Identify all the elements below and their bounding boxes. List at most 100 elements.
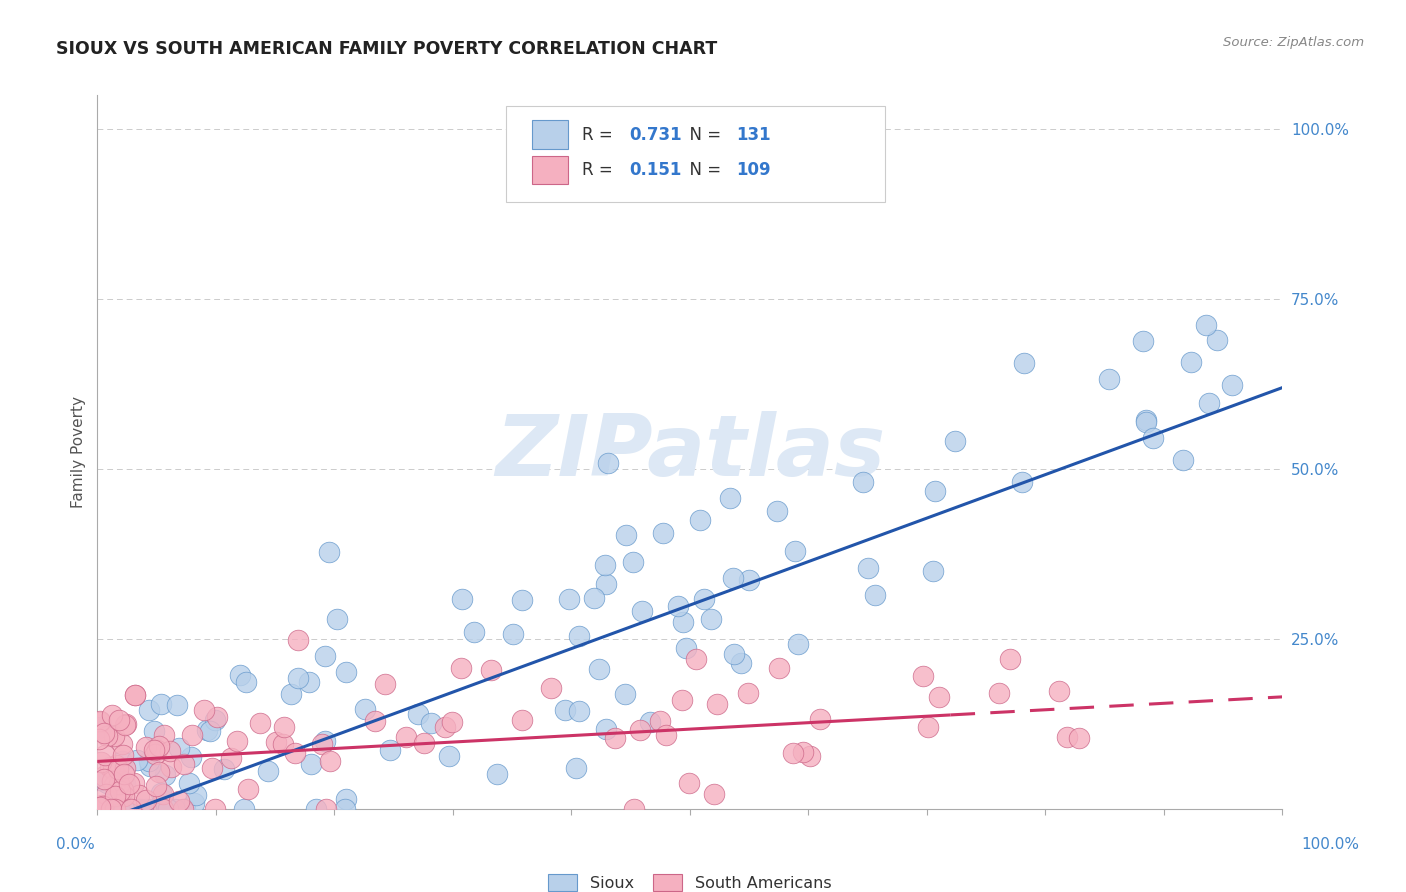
Point (1195, 318, 1218, 333)
Point (115, 716, 138, 731)
Point (412, 736, 434, 750)
FancyBboxPatch shape (506, 106, 886, 202)
Point (201, 761, 224, 775)
Point (568, 704, 591, 718)
FancyBboxPatch shape (533, 156, 568, 185)
Point (440, 714, 463, 729)
Point (326, 612, 349, 626)
Point (314, 734, 336, 748)
Point (924, 483, 946, 498)
Point (1069, 731, 1091, 745)
Point (94, 747, 117, 762)
Point (305, 802, 328, 816)
Point (112, 802, 135, 816)
Point (1180, 355, 1202, 369)
Point (554, 703, 576, 717)
Point (595, 576, 617, 591)
Point (463, 624, 485, 639)
Point (273, 720, 295, 734)
Point (101, 774, 124, 789)
Point (558, 592, 581, 607)
Point (214, 762, 236, 776)
Text: R =: R = (582, 126, 619, 144)
Point (287, 671, 309, 685)
Point (706, 697, 728, 711)
Point (1132, 334, 1154, 348)
Point (89, 799, 111, 814)
Point (127, 802, 149, 816)
Point (89, 802, 111, 816)
Point (666, 599, 689, 614)
Point (595, 722, 617, 736)
Point (318, 754, 340, 768)
Point (678, 776, 700, 790)
Point (112, 789, 135, 804)
Point (89, 802, 111, 816)
Point (335, 665, 357, 679)
Point (266, 735, 288, 749)
Point (153, 768, 176, 782)
Point (198, 724, 221, 739)
Point (249, 715, 271, 730)
Point (943, 434, 966, 448)
Point (565, 761, 588, 775)
Point (233, 802, 256, 816)
Point (145, 780, 167, 794)
Point (156, 802, 179, 816)
Point (406, 707, 429, 722)
Point (100, 760, 122, 774)
Point (135, 802, 157, 816)
Point (204, 713, 226, 727)
Point (648, 714, 671, 729)
Point (97, 802, 120, 816)
Point (143, 747, 166, 761)
Point (808, 712, 831, 726)
Point (111, 755, 134, 769)
Point (87, 732, 110, 747)
Point (863, 588, 886, 602)
FancyBboxPatch shape (533, 120, 568, 149)
Point (112, 782, 135, 797)
Point (110, 737, 132, 751)
Point (689, 513, 711, 527)
Point (911, 669, 934, 683)
Point (104, 802, 127, 816)
Point (177, 776, 200, 790)
Point (120, 802, 142, 816)
Text: N =: N = (679, 161, 727, 179)
Point (90, 720, 112, 734)
Point (148, 739, 170, 754)
Point (111, 802, 134, 816)
Point (112, 773, 135, 788)
Point (1056, 730, 1078, 744)
Point (318, 545, 340, 559)
Point (91, 802, 114, 816)
Point (333, 802, 356, 816)
Point (93, 802, 115, 816)
Point (280, 687, 302, 701)
Point (89, 772, 111, 787)
Point (219, 751, 242, 765)
Point (1142, 431, 1164, 445)
Point (395, 730, 418, 744)
Point (723, 571, 745, 585)
Point (374, 677, 396, 691)
Point (782, 746, 804, 760)
Point (225, 734, 247, 748)
Point (139, 802, 162, 816)
Point (723, 647, 745, 661)
Point (108, 777, 131, 791)
Point (173, 756, 195, 771)
Point (96, 729, 118, 743)
Point (166, 698, 188, 713)
Point (118, 802, 141, 816)
Point (1205, 333, 1227, 347)
Point (311, 737, 333, 751)
Point (451, 591, 474, 606)
Point (100, 802, 122, 816)
Point (205, 710, 228, 724)
Y-axis label: Family Poverty: Family Poverty (72, 396, 86, 508)
Point (90, 802, 112, 816)
Point (103, 729, 125, 743)
Point (93, 769, 115, 783)
